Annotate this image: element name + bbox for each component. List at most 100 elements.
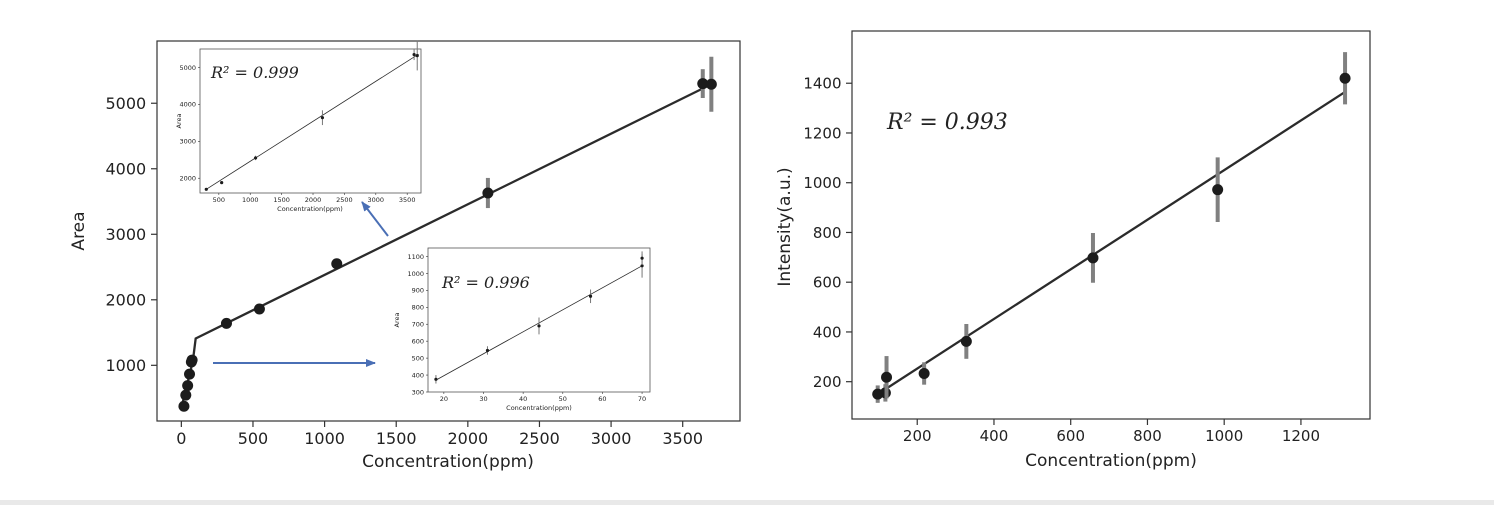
inset-high-x-tick-label: 1000	[242, 196, 259, 204]
intensity-data-point	[881, 371, 893, 383]
inset-low-data-point	[588, 294, 593, 298]
inset-high-y-tick-label: 5000	[180, 64, 197, 72]
area-y-tick-label: 2000	[105, 291, 146, 310]
intensity-y-tick-label: 800	[813, 224, 842, 242]
inset-high-x-tick-label: 3000	[368, 196, 385, 204]
intensity-plot-frame	[851, 30, 1371, 420]
inset-low-y-tick-label: 600	[412, 338, 424, 346]
intensity-fit-line	[877, 90, 1346, 396]
inset-low-x-tick-label: 20	[440, 395, 448, 403]
intensity-y-tick-label: 1000	[803, 174, 841, 192]
intensity-data-point	[918, 367, 930, 379]
area-data-point	[220, 317, 232, 329]
inset-low-x-tick-label: 70	[638, 395, 646, 403]
inset-high-y-tick-label: 3000	[180, 138, 197, 146]
area-x-tick-label: 1500	[376, 429, 417, 448]
inset-high-x-tick-label: 3500	[399, 196, 416, 204]
intensity-chart: 200 400 600 800 1000 1200 1400 200 400 600 800 100…	[775, 30, 1371, 471]
area-x-axis-label: Concentration(ppm)	[362, 452, 534, 472]
inset-high-data-point	[253, 156, 258, 160]
area-x-tick-label: 0	[176, 429, 186, 448]
inset-high-r2: R² = 0.999	[210, 63, 299, 82]
intensity-x-ticks: 200 400 600 800 1000 1200	[903, 419, 1320, 445]
inset-low-y-tick-label: 800	[412, 304, 424, 312]
inset-low-x-tick-label: 60	[598, 395, 606, 403]
area-data-point	[253, 303, 265, 315]
inset-low-x-tick-label: 50	[559, 395, 567, 403]
inset-high-y-axis-label: Area	[175, 114, 183, 129]
intensity-fit-line-path	[877, 90, 1346, 396]
inset-low-y-tick-label: 400	[412, 371, 424, 379]
bottom-divider	[0, 500, 1494, 505]
area-data-point	[180, 389, 192, 401]
inset-high-data-points	[204, 40, 419, 191]
area-x-tick-label: 2500	[519, 429, 560, 448]
area-x-tick-label: 500	[238, 429, 269, 448]
intensity-y-ticks: 200 400 600 800 1000 1200 1400	[803, 75, 852, 391]
inset-low-data-points	[434, 251, 644, 384]
intensity-data-point	[1087, 252, 1099, 264]
area-data-point	[705, 78, 717, 90]
inset-low-data-point	[537, 324, 541, 328]
area-data-points	[178, 56, 717, 412]
arrow-to-high-inset	[361, 201, 389, 237]
inset-low-y-tick-label: 700	[412, 321, 424, 329]
inset-high-x-axis-label: Concentration(ppm)	[277, 205, 343, 213]
intensity-y-tick-label: 200	[813, 373, 842, 391]
inset-high-y-tick-label: 2000	[180, 175, 197, 183]
inset-high-data-point	[415, 54, 419, 58]
inset-low-y-tick-label: 1100	[408, 253, 425, 261]
inset-low-x-tick-label: 30	[479, 395, 487, 403]
area-data-point	[331, 258, 343, 270]
intensity-y-tick-label: 600	[813, 274, 842, 292]
inset-high-data-point	[204, 187, 208, 191]
area-y-tick-label: 4000	[105, 160, 146, 179]
area-data-point	[178, 400, 190, 412]
intensity-x-tick-label: 600	[1056, 427, 1085, 445]
intensity-x-tick-label: 200	[903, 427, 932, 445]
inset-low-y-tick-label: 500	[412, 354, 424, 362]
area-plot-frame	[156, 40, 741, 422]
inset-high-x-tick-label: 500	[213, 196, 225, 204]
inset-high-x-tick-label: 2000	[305, 196, 322, 204]
area-x-tick-label: 1000	[304, 429, 345, 448]
intensity-y-axis-label: Intensity(a.u.)	[775, 167, 795, 286]
inset-low: 20 30 40 50 60 70 300 400 500 600 700 800 900 1000 110…	[393, 247, 651, 412]
intensity-data-point	[1212, 184, 1224, 196]
inset-high-fit-line	[206, 53, 419, 190]
intensity-y-tick-label: 400	[813, 323, 842, 341]
inset-low-data-point	[640, 264, 644, 268]
inset-high-data-point	[320, 116, 325, 120]
area-y-ticks: 1000 2000 3000 4000 5000	[105, 94, 157, 375]
area-chart: 1000 2000 3000 4000 5000 0 500 1000 1500 2000 250…	[69, 40, 741, 472]
area-y-axis-label: Area	[69, 211, 89, 250]
area-x-tick-label: 2000	[447, 429, 488, 448]
inset-high-data-point	[412, 52, 416, 57]
intensity-x-tick-label: 1000	[1205, 427, 1243, 445]
intensity-data-point	[960, 335, 972, 347]
inset-high-data-point	[220, 181, 224, 185]
inset-high-ticks: 500 1000 1500 2000 2500 3000 3500 2000 3000 4000 5…	[180, 64, 416, 204]
intensity-x-tick-label: 800	[1133, 427, 1162, 445]
inset-high-x-tick-label: 2500	[336, 196, 353, 204]
area-data-point	[697, 78, 709, 90]
area-data-point	[182, 380, 194, 392]
intensity-data-point	[1339, 72, 1351, 84]
inset-low-data-point	[485, 348, 490, 353]
area-y-tick-label: 3000	[105, 225, 146, 244]
area-x-tick-label: 3000	[591, 429, 632, 448]
area-data-point	[184, 368, 196, 380]
area-x-ticks: 0 500 1000 1500 2000 2500 3000 3500	[176, 421, 703, 448]
inset-high-fit-line-path	[206, 53, 419, 190]
area-x-tick-label: 3500	[662, 429, 703, 448]
area-y-tick-label: 1000	[105, 356, 146, 375]
intensity-y-tick-label: 1400	[803, 75, 841, 93]
inset-high: 500 1000 1500 2000 2500 3000 3500 2000 3000 4000 5…	[175, 40, 422, 213]
inset-low-y-tick-label: 300	[412, 388, 424, 396]
intensity-x-tick-label: 1200	[1282, 427, 1320, 445]
inset-low-x-tick-label: 40	[519, 395, 527, 403]
inset-low-data-point	[640, 256, 644, 260]
inset-low-r2: R² = 0.996	[441, 273, 530, 292]
area-data-point	[482, 187, 494, 199]
